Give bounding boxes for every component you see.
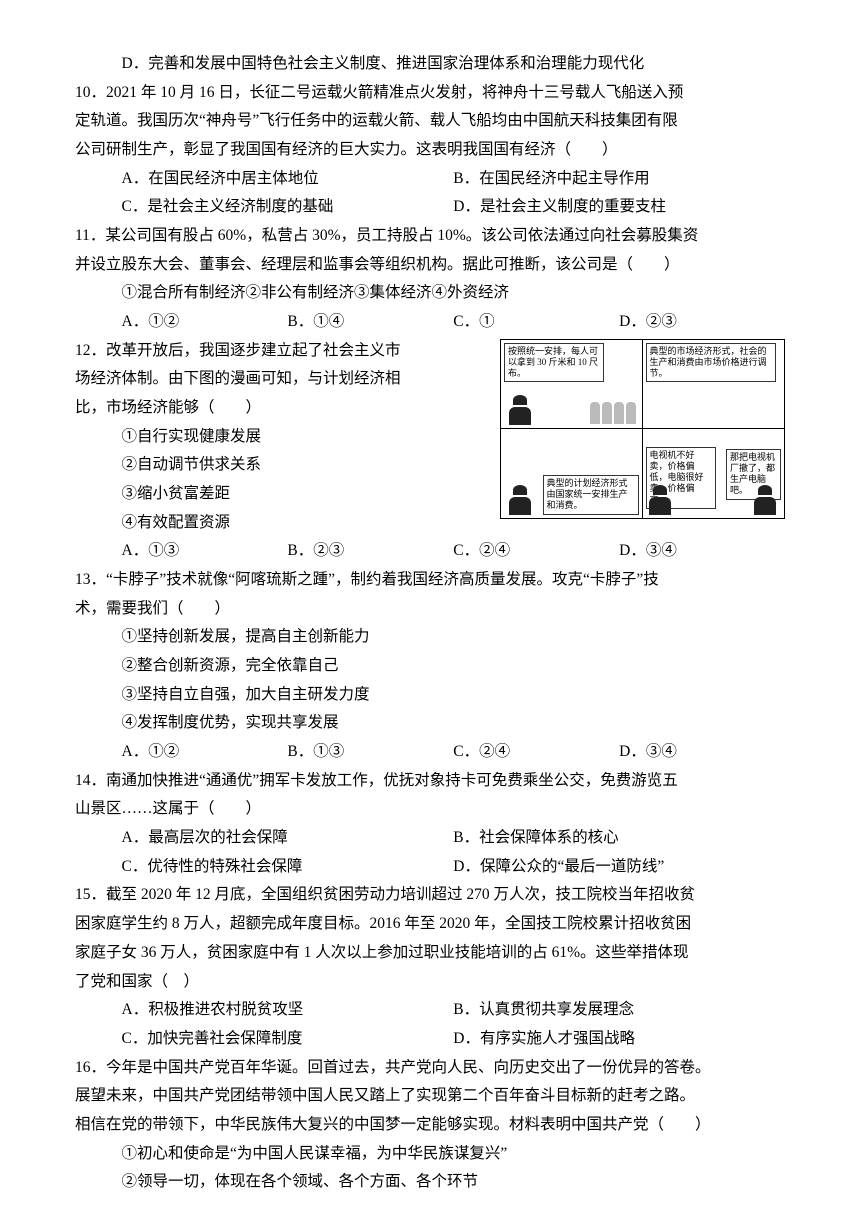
q12-statement-2: ②自动调节供求关系: [75, 451, 473, 480]
q10-options-row: A．在国民经济中居主体地位 B．在国民经济中起主导作用: [75, 165, 785, 194]
q14-option-b: B．社会保障体系的核心: [453, 824, 785, 853]
document-body: D．完善和发展中国特色社会主义制度、推进国家治理体系和治理能力现代化 10．20…: [75, 50, 785, 1197]
q12-option-d: D．③④: [619, 537, 785, 566]
q11-option-d: D．②③: [619, 308, 785, 337]
illust-caption-bl: 典型的计划经济形式由国家统一安排生产和消费。: [543, 475, 639, 515]
q12-option-a: A．①③: [122, 537, 288, 566]
q11-option-a: A．①②: [122, 308, 288, 337]
q16-statement-2: ②领导一切，体现在各个领域、各个方面、各个环节: [75, 1168, 785, 1197]
illust-caption-tr: 典型的市场经济形式，社会的生产和消费由市场价格进行调节。: [646, 343, 776, 383]
q13-statement-2: ②整合创新资源，完全依靠自己: [75, 652, 785, 681]
q15-stem: 家庭子女 36 万人，贫困家庭中有 1 人次以上参加过职业技能培训的占 61%。…: [75, 939, 785, 968]
q11-stem: 并设立股东大会、董事会、经理层和监事会等组织机构。据此可推断，该公司是（ ）: [75, 251, 785, 280]
person-icon: [509, 485, 531, 515]
q10-option-d: D．是社会主义制度的重要支柱: [453, 193, 785, 222]
q15-stem: 困家庭学生约 8 万人，超额完成年度目标。2016 年至 2020 年，全国技工…: [75, 910, 785, 939]
q13-stem: 术，需要我们（ ）: [75, 595, 785, 624]
q13-stem: 13．“卡脖子”技术就像“阿喀琉斯之踵”，制约着我国经济高质量发展。攻克“卡脖子…: [75, 566, 785, 595]
q10-stem: 定轨道。我国历次“神舟号”飞行任务中的运载火箭、载人飞船均由中国航天科技集团有限: [75, 107, 785, 136]
q12-illustration: 按照统一安排，每人可以拿到 30 斤米和 10 尺布。 典型的市场经济形式，社会…: [500, 339, 785, 519]
q12-statement-1: ①自行实现健康发展: [75, 423, 473, 452]
crowd-icon: [590, 402, 636, 424]
q14-option-c: C．优待性的特殊社会保障: [122, 853, 454, 882]
illust-panel-bl: 典型的计划经济形式由国家统一安排生产和消费。: [501, 429, 643, 518]
q12-statement-3: ③缩小贫富差距: [75, 480, 473, 509]
q12-options-row: A．①③ B．②③ C．②④ D．③④: [75, 537, 785, 566]
person-icon: [509, 395, 531, 425]
q11-options-row: A．①② B．①④ C．① D．②③: [75, 308, 785, 337]
q11-option-b: B．①④: [287, 308, 453, 337]
illust-panel-tl: 按照统一安排，每人可以拿到 30 斤米和 10 尺布。: [501, 340, 643, 429]
q10-option-c: C．是社会主义经济制度的基础: [122, 193, 454, 222]
illust-panel-tr: 典型的市场经济形式，社会的生产和消费由市场价格进行调节。: [643, 340, 785, 429]
q12-stem: 比，市场经济能够（ ）: [75, 394, 473, 423]
q11-stem: 11．某公司国有股占 60%，私营占 30%，员工持股占 10%。该公司依法通过…: [75, 222, 785, 251]
q9-option-d: D．完善和发展中国特色社会主义制度、推进国家治理体系和治理能力现代化: [75, 50, 785, 79]
q16-statement-1: ①初心和使命是“为中国人民谋幸福，为中华民族谋复兴”: [75, 1140, 785, 1169]
q15-option-a: A．积极推进农村脱贫攻坚: [122, 996, 454, 1025]
q13-statement-1: ①坚持创新发展，提高自主创新能力: [75, 623, 785, 652]
q13-options-row: A．①② B．①③ C．②④ D．③④: [75, 738, 785, 767]
q14-stem: 山景区……这属于（ ）: [75, 795, 785, 824]
q12-stem: 场经济体制。由下图的漫画可知，与计划经济相: [75, 365, 473, 394]
q16-stem: 相信在党的带领下，中华民族伟大复兴的中国梦一定能够实现。材料表明中国共产党（ ）: [75, 1111, 785, 1140]
q13-statement-3: ③坚持自立自强，加大自主研发力度: [75, 681, 785, 710]
q12-statement-4: ④有效配置资源: [75, 509, 473, 538]
q11-statements: ①混合所有制经济②非公有制经济③集体经济④外资经济: [75, 279, 785, 308]
q12-option-c: C．②④: [453, 537, 619, 566]
q13-statement-4: ④发挥制度优势，实现共享发展: [75, 709, 785, 738]
q12-option-b: B．②③: [287, 537, 453, 566]
q10-option-b: B．在国民经济中起主导作用: [453, 165, 785, 194]
q10-options-row: C．是社会主义经济制度的基础 D．是社会主义制度的重要支柱: [75, 193, 785, 222]
q10-stem: 10．2021 年 10 月 16 日，长征二号运载火箭精准点火发射，将神舟十三…: [75, 79, 785, 108]
q15-options-row: C．加快完善社会保障制度 D．有序实施人才强国战略: [75, 1025, 785, 1054]
q15-stem: 了党和国家（ ）: [75, 968, 785, 997]
illust-caption-tl: 按照统一安排，每人可以拿到 30 斤米和 10 尺布。: [504, 343, 604, 383]
q13-option-c: C．②④: [453, 738, 619, 767]
q13-option-a: A．①②: [122, 738, 288, 767]
person-icon: [754, 485, 776, 515]
q15-option-b: B．认真贯彻共享发展理念: [453, 996, 785, 1025]
q14-stem: 14．南通加快推进“通通优”拥军卡发放工作，优抚对象持卡可免费乘坐公交，免费游览…: [75, 767, 785, 796]
q12-container: 12．改革开放后，我国逐步建立起了社会主义市 场经济体制。由下图的漫画可知，与计…: [75, 337, 785, 538]
q13-option-b: B．①③: [287, 738, 453, 767]
q11-option-c: C．①: [453, 308, 619, 337]
q16-stem: 展望未来，中国共产党团结带领中国人民又踏上了实现第二个百年奋斗目标新的赶考之路。: [75, 1082, 785, 1111]
q16-stem: 16．今年是中国共产党百年华诞。回首过去，共产党向人民、向历史交出了一份优异的答…: [75, 1054, 785, 1083]
q14-option-d: D．保障公众的“最后一道防线”: [453, 853, 785, 882]
illust-panel-br: 电视机不好卖，价格偏低，电脑很好卖，价格偏高。 那把电视机厂撤了，都生产电脑吧。: [643, 429, 785, 518]
q15-options-row: A．积极推进农村脱贫攻坚 B．认真贯彻共享发展理念: [75, 996, 785, 1025]
person-icon: [649, 485, 671, 515]
q10-option-a: A．在国民经济中居主体地位: [122, 165, 454, 194]
q14-option-a: A．最高层次的社会保障: [122, 824, 454, 853]
q15-option-c: C．加快完善社会保障制度: [122, 1025, 454, 1054]
q15-option-d: D．有序实施人才强国战略: [453, 1025, 785, 1054]
q10-stem: 公司研制生产，彰显了我国国有经济的巨大实力。这表明我国国有经济（ ）: [75, 136, 785, 165]
q15-stem: 15．截至 2020 年 12 月底，全国组织贫困劳动力培训超过 270 万人次…: [75, 881, 785, 910]
q14-options-row: C．优待性的特殊社会保障 D．保障公众的“最后一道防线”: [75, 853, 785, 882]
q14-options-row: A．最高层次的社会保障 B．社会保障体系的核心: [75, 824, 785, 853]
q13-option-d: D．③④: [619, 738, 785, 767]
q12-stem: 12．改革开放后，我国逐步建立起了社会主义市: [75, 337, 473, 366]
